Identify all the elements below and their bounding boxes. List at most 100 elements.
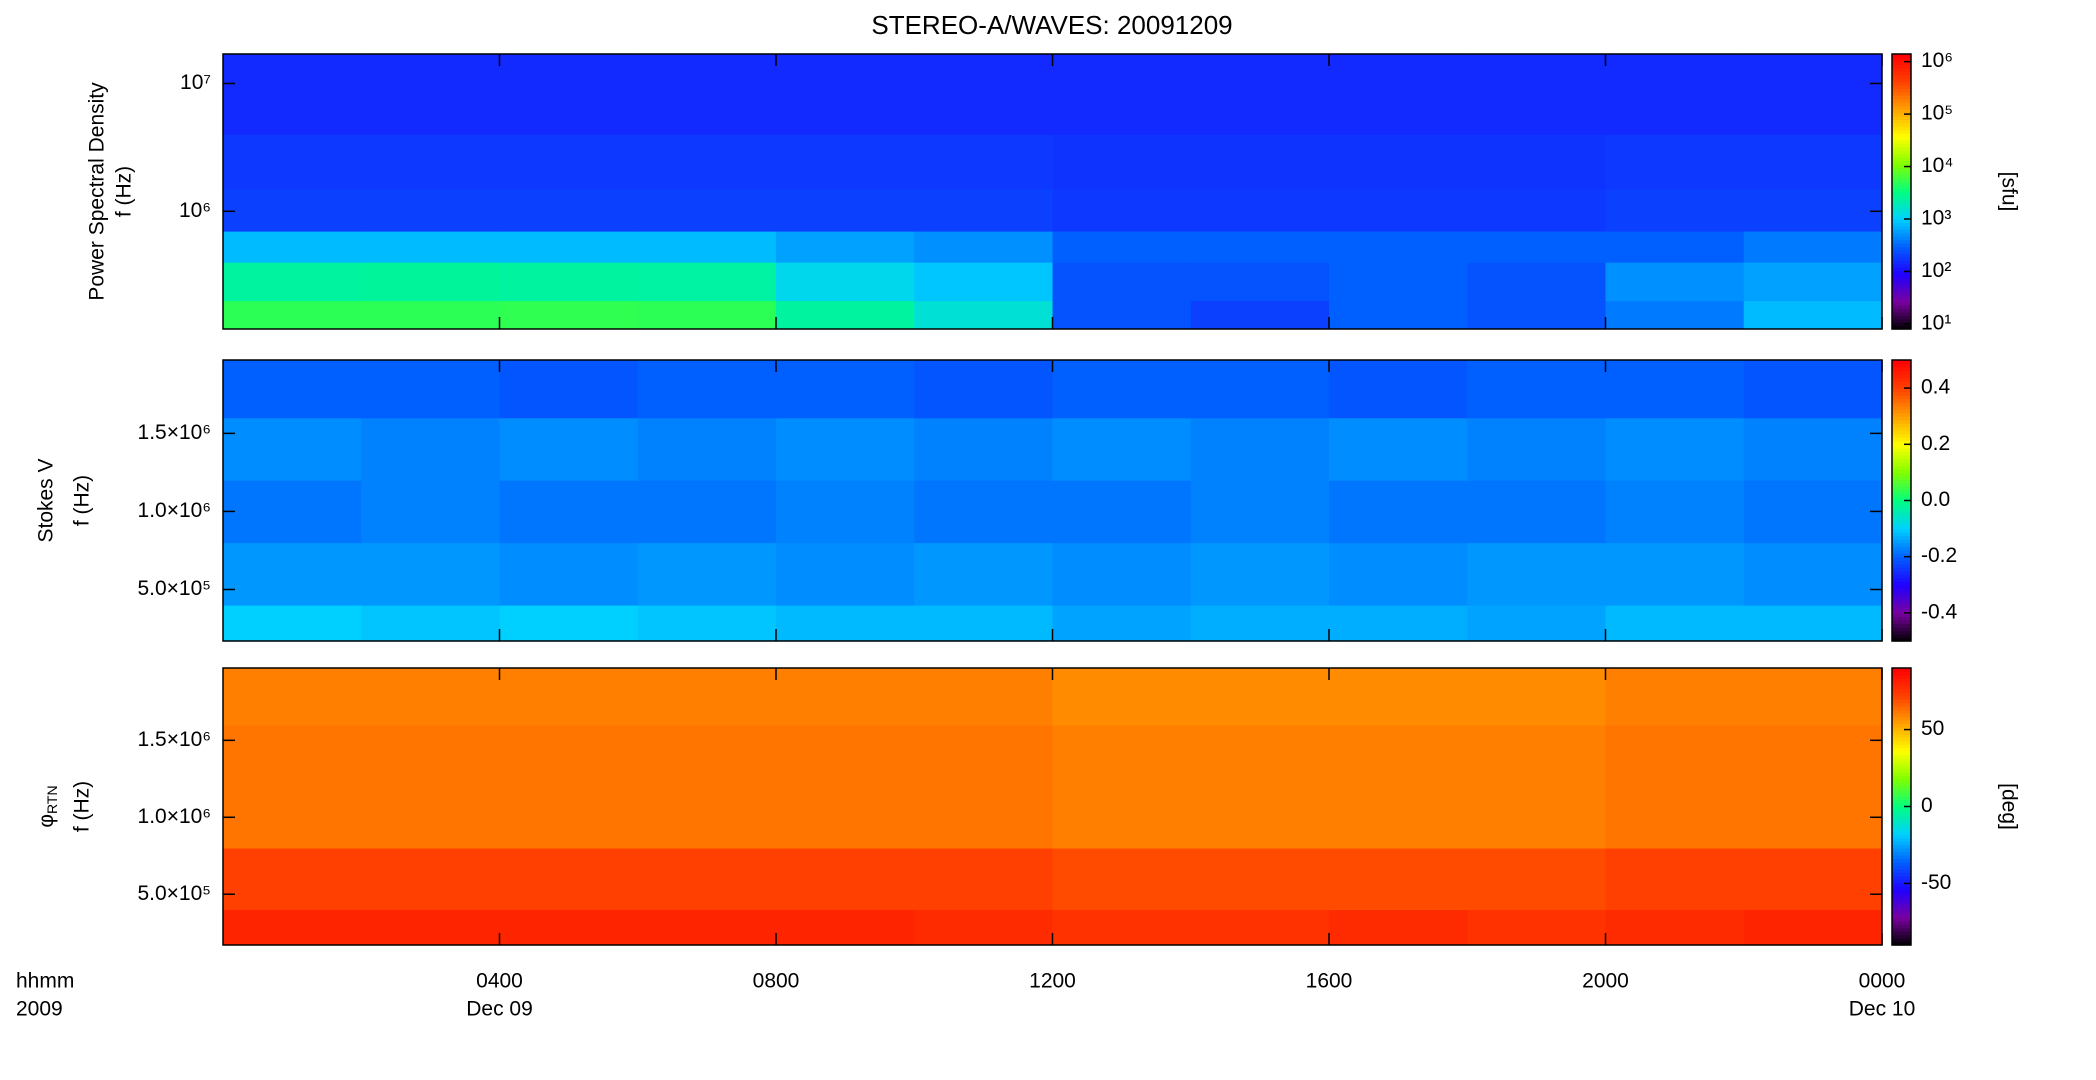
colorbar-band [1892, 451, 1911, 456]
heatmap-cell [1605, 262, 1745, 302]
x-tick-label: 0000 [1859, 970, 1906, 993]
x-tick-label: 1600 [1306, 970, 1353, 993]
y-axis-unit-label: f (Hz) [113, 166, 136, 217]
colorbar-band [1892, 792, 1911, 797]
heatmap-cell [914, 360, 1053, 419]
colorbar-band [1892, 88, 1911, 93]
colorbar-band [1892, 157, 1911, 162]
heatmap-cell [1605, 360, 1745, 419]
heatmap-cell [499, 724, 639, 787]
colorbar-band [1892, 143, 1911, 148]
x-tick-label: 0800 [753, 970, 800, 993]
heatmap-cell [776, 480, 915, 544]
colorbar-band [1892, 896, 1911, 901]
colorbar-band [1892, 374, 1911, 379]
heatmap-cell [1329, 724, 1468, 787]
colorbar-band [1892, 256, 1911, 261]
heatmap-cell [1743, 360, 1883, 419]
colorbar-band [1892, 875, 1911, 880]
heatmap-cell [499, 134, 639, 190]
heatmap-cell [776, 188, 915, 232]
colorbar-band [1892, 232, 1911, 237]
colorbar-band [1892, 384, 1911, 389]
x-tick-label: 1200 [1029, 970, 1076, 993]
heatmap-cell [637, 134, 777, 190]
heatmap-cell [914, 668, 1053, 726]
colorbar-band [1892, 799, 1911, 804]
y-tick-label: 5.0×10⁵ [137, 577, 211, 600]
heatmap-cell [637, 262, 777, 302]
heatmap-cell [914, 54, 1053, 135]
heatmap-cell [1052, 417, 1192, 481]
colorbar-band [1892, 751, 1911, 756]
colorbar-band [1892, 109, 1911, 114]
heatmap-cell [1743, 231, 1883, 263]
heatmap-cell [223, 417, 362, 481]
colorbar-band [1892, 472, 1911, 477]
heatmap-cell [1743, 262, 1883, 302]
heatmap-cell [776, 360, 915, 419]
colorbar-band [1892, 454, 1911, 459]
heatmap-cell [637, 605, 777, 642]
heatmap-cell [1329, 54, 1468, 135]
heatmap-cell [1467, 480, 1606, 544]
heatmap-cell [914, 786, 1053, 849]
heatmap-cell [1052, 231, 1192, 263]
colorbar-band [1892, 702, 1911, 707]
colorbar-band [1892, 723, 1911, 728]
heatmap-cell [1467, 605, 1606, 642]
colorbar-tick-label: 10⁴ [1921, 154, 1953, 177]
heatmap-cell [1190, 909, 1330, 946]
colorbar-band [1892, 598, 1911, 603]
heatmap-cell [1743, 417, 1883, 481]
colorbar-band [1892, 205, 1911, 210]
heatmap-cell [637, 786, 777, 849]
y-axis-label-subscript: RTN [44, 785, 60, 814]
heatmap-cell [1743, 188, 1883, 232]
heatmap-cell [1190, 480, 1330, 544]
heatmap-cell [1052, 360, 1192, 419]
colorbar-band [1892, 294, 1911, 299]
colorbar-band [1892, 858, 1911, 863]
heatmap-cell [223, 300, 362, 330]
heatmap-cell [1605, 54, 1745, 135]
colorbar-band [1892, 768, 1911, 773]
heatmap-cell [361, 605, 500, 642]
colorbar-band [1892, 813, 1911, 818]
colorbar-band [1892, 391, 1911, 396]
heatmap-cell [1743, 300, 1883, 330]
heatmap-cell [223, 668, 362, 726]
colorbar-band [1892, 903, 1911, 908]
colorbar-band [1892, 67, 1911, 72]
colorbar-band [1892, 468, 1911, 473]
colorbar-band [1892, 287, 1911, 292]
heatmap-cell [1190, 54, 1330, 135]
heatmap-cell [1329, 417, 1468, 481]
heatmap-cell [1329, 848, 1468, 911]
heatmap-cell [499, 909, 639, 946]
heatmap-cell [223, 134, 362, 190]
heatmap-cell [361, 848, 500, 911]
colorbar-band [1892, 98, 1911, 103]
heatmap-cell [1467, 848, 1606, 911]
colorbar-band [1892, 920, 1911, 925]
heatmap-cell [1329, 300, 1468, 330]
colorbar-band [1892, 479, 1911, 484]
colorbar-band [1892, 291, 1911, 296]
heatmap-cell [1052, 134, 1192, 190]
heatmap-cell [1329, 262, 1468, 302]
heatmap-cell [1605, 134, 1745, 190]
heatmap-cell [914, 605, 1053, 642]
colorbar-band [1892, 243, 1911, 248]
colorbar-band [1892, 381, 1911, 386]
heatmap-cell [361, 480, 500, 544]
colorbar-band [1892, 754, 1911, 759]
heatmap-cell [361, 231, 500, 263]
colorbar-band [1892, 567, 1911, 572]
colorbar-band [1892, 785, 1911, 790]
colorbar-band [1892, 74, 1911, 79]
heatmap-cell [1605, 909, 1745, 946]
colorbar-band [1892, 194, 1911, 199]
colorbar-band [1892, 133, 1911, 138]
heatmap-cell [223, 360, 362, 419]
